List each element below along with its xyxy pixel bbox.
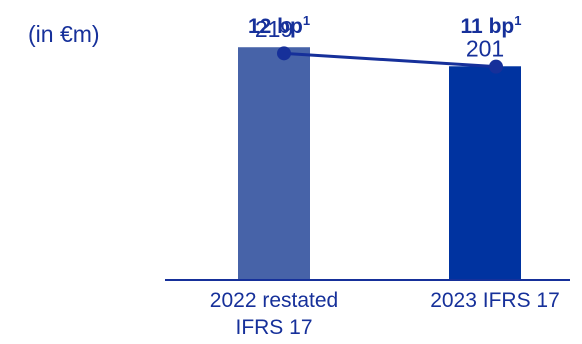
bar-2 — [449, 66, 521, 280]
bp-line-layer: 12 bp1 11 bp1 — [248, 13, 522, 74]
labels-layer: 219 2022 restated IFRS 17 201 2023 IFRS 17 — [210, 16, 560, 339]
bp-label-text-2: 11 bp — [461, 15, 515, 38]
bp-label-1: 12 bp1 — [248, 13, 310, 38]
category-label-2: 2023 IFRS 17 — [430, 289, 560, 312]
bp-label-2: 11 bp1 — [461, 13, 522, 38]
bar-value-label-1: 219 — [255, 16, 293, 42]
bar-1 — [238, 47, 310, 279]
bar-value-label-2: 201 — [466, 35, 504, 61]
bp-label-text-1: 12 bp — [248, 15, 303, 38]
bp-series-line — [283, 51, 497, 69]
category-label-1-line-2: IFRS 17 — [235, 316, 312, 339]
bp-footnote-marker-1: 1 — [303, 13, 310, 28]
bp-footnote-marker-2: 1 — [514, 13, 521, 28]
unit-label: (in €m) — [28, 21, 100, 47]
bp-point-2 — [489, 59, 503, 74]
category-label-1-line-1: 2022 restated — [210, 289, 338, 312]
bars-layer — [238, 47, 521, 280]
bp-point-1 — [277, 46, 291, 61]
